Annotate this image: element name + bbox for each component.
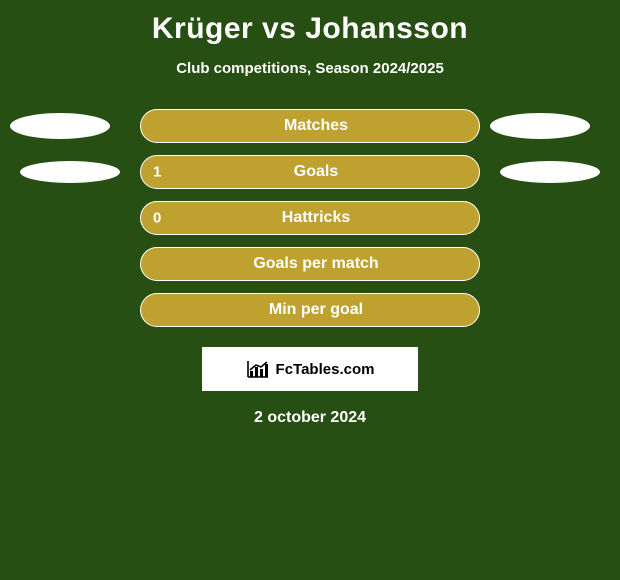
brand-text: FcTables.com bbox=[276, 361, 375, 378]
stat-label: Goals per match bbox=[253, 255, 378, 273]
left-ellipse bbox=[20, 161, 120, 183]
stat-bar: Goals per match bbox=[140, 247, 480, 281]
bar-chart-icon bbox=[246, 359, 270, 379]
stat-row: Hattricks 0 bbox=[0, 201, 620, 235]
page-title: Krüger vs Johansson bbox=[0, 0, 620, 46]
stat-label: Matches bbox=[284, 117, 348, 135]
stat-row: Goals per match bbox=[0, 247, 620, 281]
stat-label: Min per goal bbox=[269, 301, 363, 319]
stat-row: Min per goal bbox=[0, 293, 620, 327]
stat-row: Goals 1 bbox=[0, 155, 620, 189]
stat-value: 1 bbox=[153, 164, 161, 181]
right-ellipse bbox=[490, 113, 590, 139]
stat-bar: Hattricks 0 bbox=[140, 201, 480, 235]
brand-badge: FcTables.com bbox=[202, 347, 418, 391]
date-text: 2 october 2024 bbox=[0, 409, 620, 427]
stat-bar: Goals 1 bbox=[140, 155, 480, 189]
stat-label: Hattricks bbox=[282, 209, 350, 227]
stat-label: Goals bbox=[294, 163, 338, 181]
page-subtitle: Club competitions, Season 2024/2025 bbox=[0, 60, 620, 77]
stat-bar: Min per goal bbox=[140, 293, 480, 327]
right-ellipse bbox=[500, 161, 600, 183]
stat-value: 0 bbox=[153, 210, 161, 227]
stat-row: Matches bbox=[0, 109, 620, 143]
stat-rows: Matches Goals 1 Hattricks 0 Goals per match Mi… bbox=[0, 109, 620, 327]
stat-bar: Matches bbox=[140, 109, 480, 143]
left-ellipse bbox=[10, 113, 110, 139]
